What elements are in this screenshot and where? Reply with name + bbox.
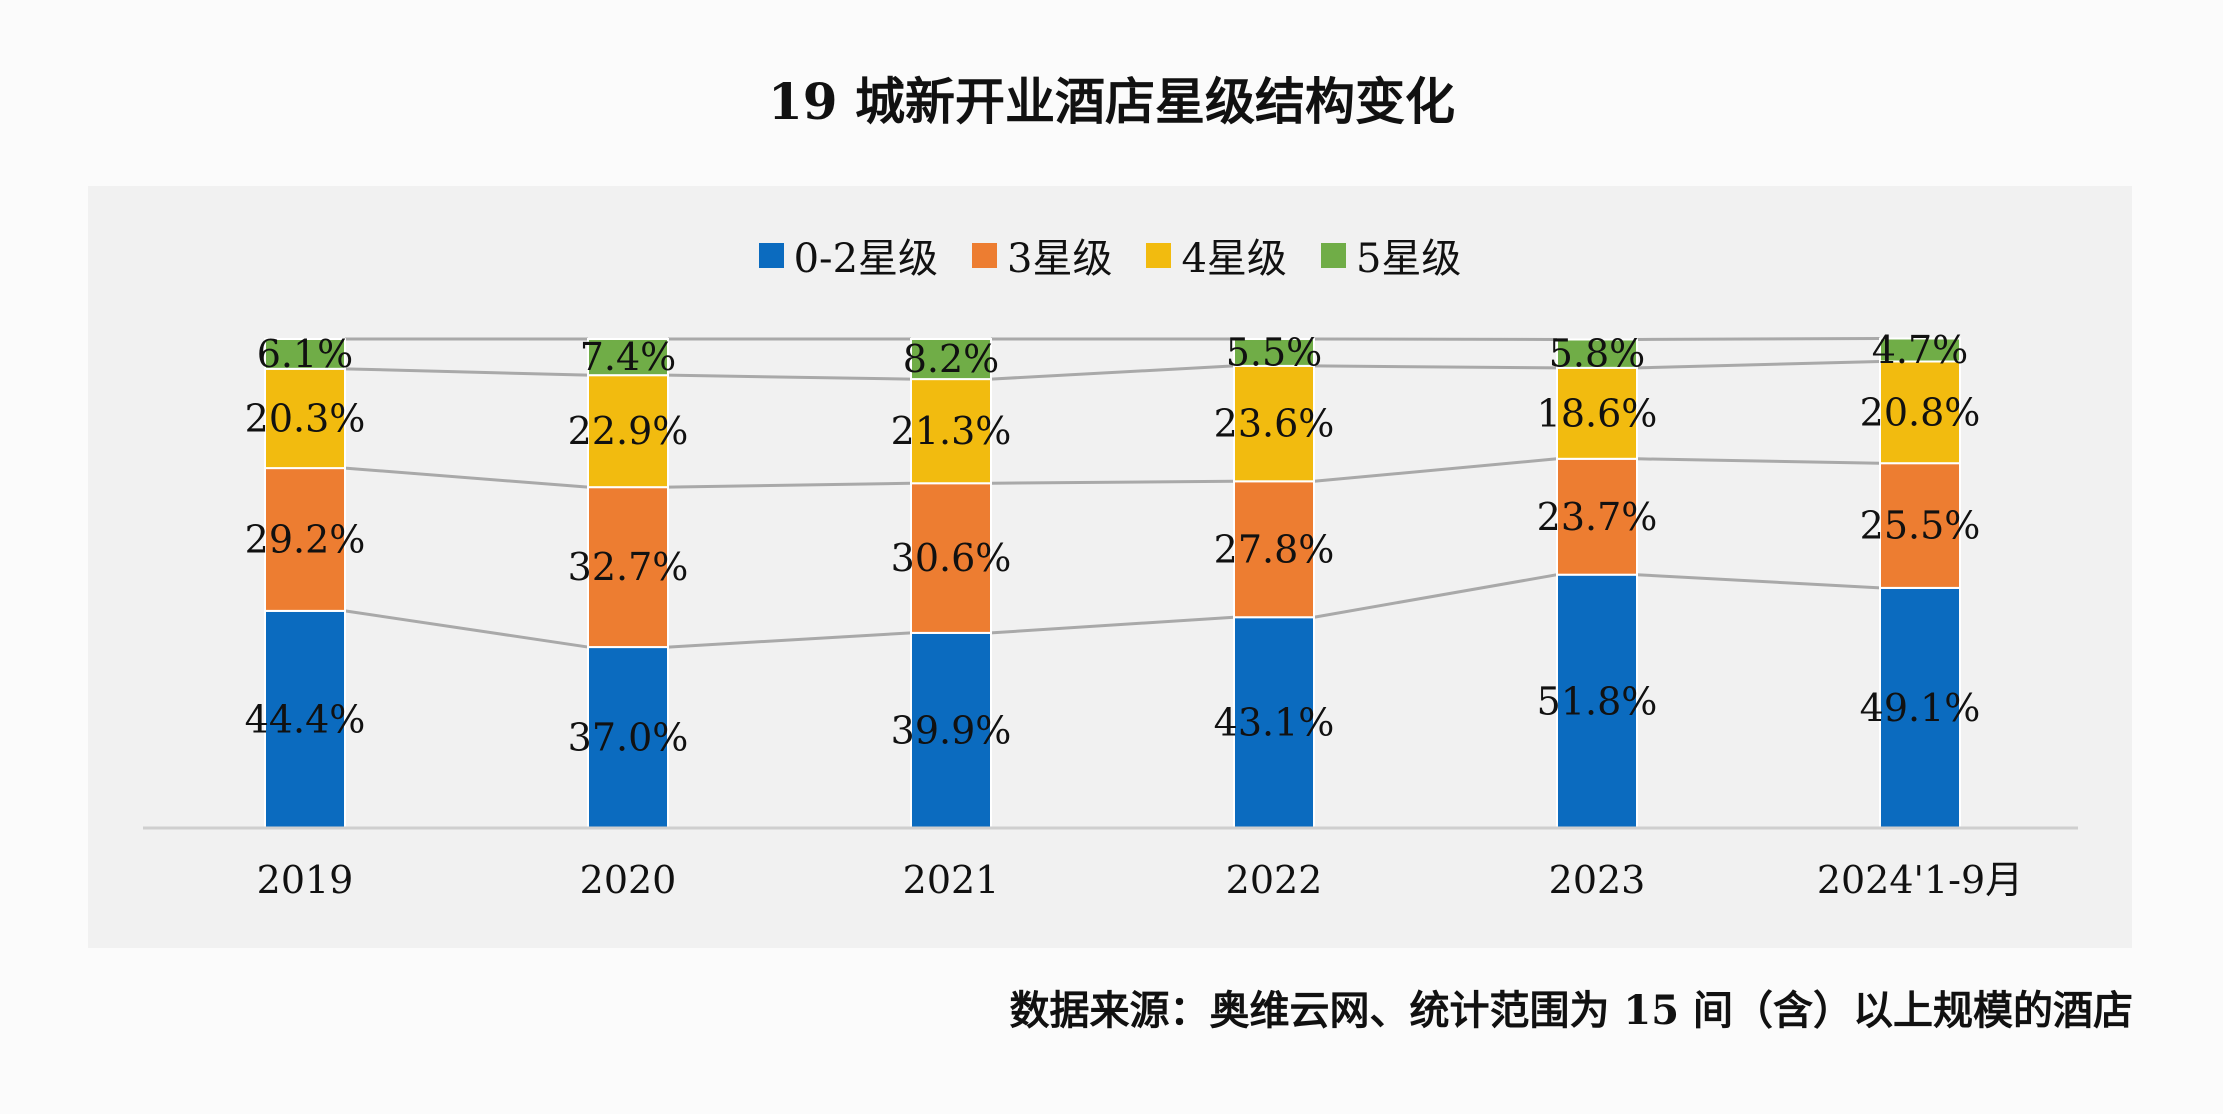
connector-line bbox=[1313, 573, 1558, 619]
connector-line bbox=[1636, 359, 1881, 370]
bar-segment bbox=[1879, 337, 1961, 363]
connector-line bbox=[667, 481, 912, 489]
connector-line bbox=[1636, 337, 1881, 341]
legend-swatch-3 bbox=[1320, 242, 1346, 268]
legend-item-0: 0-2星级 bbox=[758, 226, 939, 284]
bar-segment bbox=[910, 482, 992, 634]
bar-segment bbox=[1879, 586, 1961, 829]
connector-line bbox=[667, 373, 912, 381]
legend: 0-2星级 3星级 4星级 5星级 bbox=[88, 226, 2132, 284]
data-label: 39.9% bbox=[891, 708, 1012, 752]
data-label: 5.5% bbox=[1226, 330, 1323, 374]
connector-line bbox=[990, 479, 1235, 485]
bar-segment bbox=[1233, 364, 1315, 483]
connector-line bbox=[344, 609, 589, 649]
bar-segment bbox=[587, 646, 669, 829]
bar-segment bbox=[587, 486, 669, 649]
data-label: 37.0% bbox=[568, 716, 689, 760]
bar-segment bbox=[264, 467, 346, 612]
data-label: 6.1% bbox=[257, 332, 354, 376]
bar-segment bbox=[264, 367, 346, 470]
data-label: 8.2% bbox=[903, 337, 1000, 381]
data-label: 44.4% bbox=[245, 697, 366, 741]
bar-segment bbox=[1233, 480, 1315, 619]
connector-line bbox=[1636, 573, 1881, 590]
legend-label-0: 0-2星级 bbox=[793, 236, 939, 282]
bar-segment bbox=[910, 338, 992, 381]
data-label: 49.1% bbox=[1860, 686, 1981, 730]
connector-line bbox=[667, 631, 912, 649]
bar-segment bbox=[910, 378, 992, 485]
source-note: 数据来源：奥维云网、统计范围为 15 间（含）以上规模的酒店 bbox=[1009, 987, 2133, 1034]
legend-swatch-2 bbox=[1146, 242, 1172, 268]
legend-item-2: 4星级 bbox=[1146, 226, 1287, 284]
data-label: 4.7% bbox=[1872, 328, 1969, 372]
bar-segment bbox=[587, 374, 669, 489]
x-tick-label: 2020 bbox=[580, 858, 677, 902]
connector-line bbox=[990, 615, 1235, 635]
x-tick-label: 2023 bbox=[1549, 858, 1646, 902]
bar-segment bbox=[910, 631, 992, 829]
chart-title: 19 城新开业酒店星级结构变化 bbox=[768, 72, 1455, 131]
data-label: 23.6% bbox=[1214, 402, 1335, 446]
x-tick-label: 2021 bbox=[903, 858, 1000, 902]
bar-segment bbox=[1556, 338, 1638, 369]
chart-panel: 0-2星级 3星级 4星级 5星级 44.4% 29.2% 20.3% 6.1% 201… bbox=[88, 186, 2132, 948]
bar-segment bbox=[264, 609, 346, 829]
connector-line bbox=[1636, 457, 1881, 465]
bar-segment bbox=[1879, 462, 1961, 589]
connector-line bbox=[1313, 364, 1558, 370]
legend-label-3: 5星级 bbox=[1355, 236, 1462, 282]
data-label: 27.8% bbox=[1214, 527, 1335, 571]
bar-segment bbox=[1233, 616, 1315, 829]
data-label: 5.8% bbox=[1549, 332, 1646, 376]
connector-line bbox=[1313, 457, 1558, 483]
data-label: 30.6% bbox=[891, 536, 1012, 580]
connector-line bbox=[344, 466, 589, 489]
stacked-bar-plot: 44.4% 29.2% 20.3% 6.1% 2019 37.0% 32.7% 22.9% 7.… bbox=[143, 328, 2078, 902]
connector-line bbox=[990, 364, 1235, 381]
data-label: 25.5% bbox=[1860, 504, 1981, 548]
data-label: 7.4% bbox=[580, 335, 677, 379]
data-label: 29.2% bbox=[245, 517, 366, 561]
legend-item-1: 3星级 bbox=[972, 226, 1112, 284]
bar-segment bbox=[1879, 360, 1961, 465]
data-label: 51.8% bbox=[1537, 679, 1658, 723]
x-tick-label: 2019 bbox=[257, 858, 354, 902]
data-label: 22.9% bbox=[568, 409, 689, 453]
data-label: 23.7% bbox=[1537, 495, 1658, 539]
data-label: 20.8% bbox=[1860, 390, 1981, 434]
data-label: 21.3% bbox=[891, 409, 1012, 453]
bar-segment bbox=[1233, 338, 1315, 367]
legend-label-2: 4星级 bbox=[1181, 236, 1287, 282]
connector-line bbox=[344, 367, 589, 377]
bar-segment bbox=[264, 338, 346, 370]
data-label: 18.6% bbox=[1537, 391, 1658, 435]
legend-item-3: 5星级 bbox=[1320, 226, 1462, 284]
legend-label-1: 3星级 bbox=[1007, 236, 1113, 282]
x-tick-label: 2024'1-9月 bbox=[1817, 858, 2023, 902]
data-label: 20.3% bbox=[245, 396, 366, 440]
legend-swatch-1 bbox=[972, 242, 998, 268]
data-label: 32.7% bbox=[568, 545, 689, 589]
data-label: 43.1% bbox=[1214, 701, 1335, 745]
legend-swatch-0 bbox=[758, 242, 784, 268]
bar-segment bbox=[587, 338, 669, 377]
x-tick-label: 2022 bbox=[1226, 858, 1323, 902]
